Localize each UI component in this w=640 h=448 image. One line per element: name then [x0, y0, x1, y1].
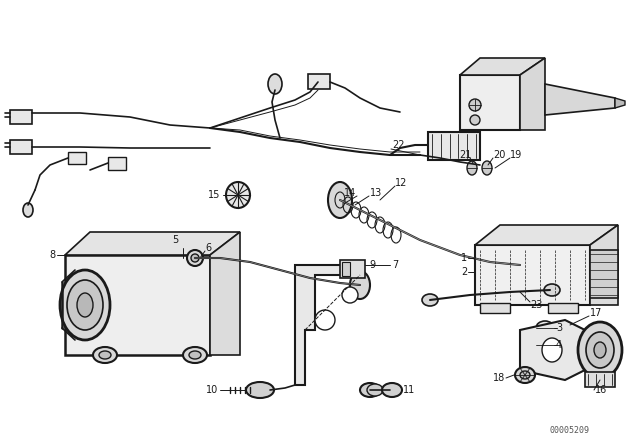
Bar: [10, 140, 32, 154]
Ellipse shape: [586, 332, 614, 368]
Text: 20: 20: [493, 150, 506, 160]
Bar: [548, 303, 578, 313]
Ellipse shape: [183, 347, 207, 363]
Text: 16: 16: [595, 385, 607, 395]
Polygon shape: [520, 58, 545, 130]
Bar: [308, 74, 330, 89]
Polygon shape: [65, 232, 240, 255]
Bar: [68, 152, 86, 164]
Bar: [480, 303, 510, 313]
Polygon shape: [210, 232, 240, 355]
Bar: [10, 110, 32, 124]
Polygon shape: [65, 255, 210, 355]
Ellipse shape: [482, 161, 492, 175]
Ellipse shape: [541, 342, 549, 348]
Ellipse shape: [268, 74, 282, 94]
Ellipse shape: [328, 182, 352, 218]
Text: 15: 15: [207, 190, 220, 200]
Text: 3: 3: [556, 323, 562, 333]
Ellipse shape: [467, 161, 477, 175]
Ellipse shape: [422, 294, 438, 306]
Ellipse shape: [360, 383, 380, 397]
Bar: [428, 132, 480, 160]
Ellipse shape: [469, 99, 481, 111]
Ellipse shape: [520, 371, 530, 379]
Bar: [108, 157, 126, 170]
Ellipse shape: [93, 347, 117, 363]
Polygon shape: [475, 225, 618, 245]
Ellipse shape: [544, 284, 560, 296]
Text: 7: 7: [392, 260, 398, 270]
Ellipse shape: [382, 383, 402, 397]
Ellipse shape: [77, 293, 93, 317]
Text: 9: 9: [369, 260, 375, 270]
Ellipse shape: [187, 250, 203, 266]
Ellipse shape: [470, 115, 480, 125]
Text: 23: 23: [530, 300, 542, 310]
Ellipse shape: [315, 310, 335, 330]
Ellipse shape: [342, 287, 358, 303]
Text: 00005209: 00005209: [550, 426, 590, 435]
Text: 6: 6: [205, 243, 211, 253]
Text: 10: 10: [205, 385, 218, 395]
Ellipse shape: [515, 251, 535, 279]
Text: 17: 17: [590, 308, 602, 318]
Ellipse shape: [594, 342, 606, 358]
Ellipse shape: [367, 384, 383, 396]
Ellipse shape: [350, 271, 370, 299]
Ellipse shape: [226, 182, 250, 208]
Text: 13: 13: [370, 188, 382, 198]
Text: 5: 5: [172, 235, 178, 245]
Bar: [590, 250, 618, 298]
Text: 11: 11: [403, 385, 415, 395]
Ellipse shape: [515, 367, 535, 383]
Ellipse shape: [536, 321, 554, 335]
Text: 2: 2: [461, 267, 467, 277]
Polygon shape: [615, 98, 625, 108]
Ellipse shape: [578, 322, 622, 378]
Text: 4: 4: [556, 340, 562, 350]
Ellipse shape: [542, 338, 562, 362]
Text: 22: 22: [392, 140, 404, 150]
Text: 12: 12: [395, 178, 408, 188]
Polygon shape: [295, 265, 360, 385]
Polygon shape: [460, 75, 520, 130]
Polygon shape: [545, 84, 615, 115]
Polygon shape: [520, 320, 585, 380]
Ellipse shape: [23, 203, 33, 217]
Ellipse shape: [191, 254, 199, 262]
Text: 8: 8: [49, 250, 55, 260]
Text: 18: 18: [493, 373, 505, 383]
Bar: [340, 260, 365, 278]
Polygon shape: [475, 245, 590, 305]
Text: 14: 14: [344, 188, 356, 198]
Ellipse shape: [541, 325, 549, 331]
Ellipse shape: [189, 351, 201, 359]
Ellipse shape: [536, 338, 554, 352]
Polygon shape: [460, 58, 545, 75]
Text: 19: 19: [510, 150, 522, 160]
Ellipse shape: [67, 280, 103, 330]
Ellipse shape: [60, 270, 110, 340]
Ellipse shape: [99, 351, 111, 359]
Text: 1: 1: [461, 253, 467, 263]
Bar: [342, 262, 350, 276]
Bar: [585, 372, 615, 387]
Polygon shape: [590, 225, 618, 305]
Text: 21: 21: [460, 150, 472, 160]
Ellipse shape: [246, 382, 274, 398]
